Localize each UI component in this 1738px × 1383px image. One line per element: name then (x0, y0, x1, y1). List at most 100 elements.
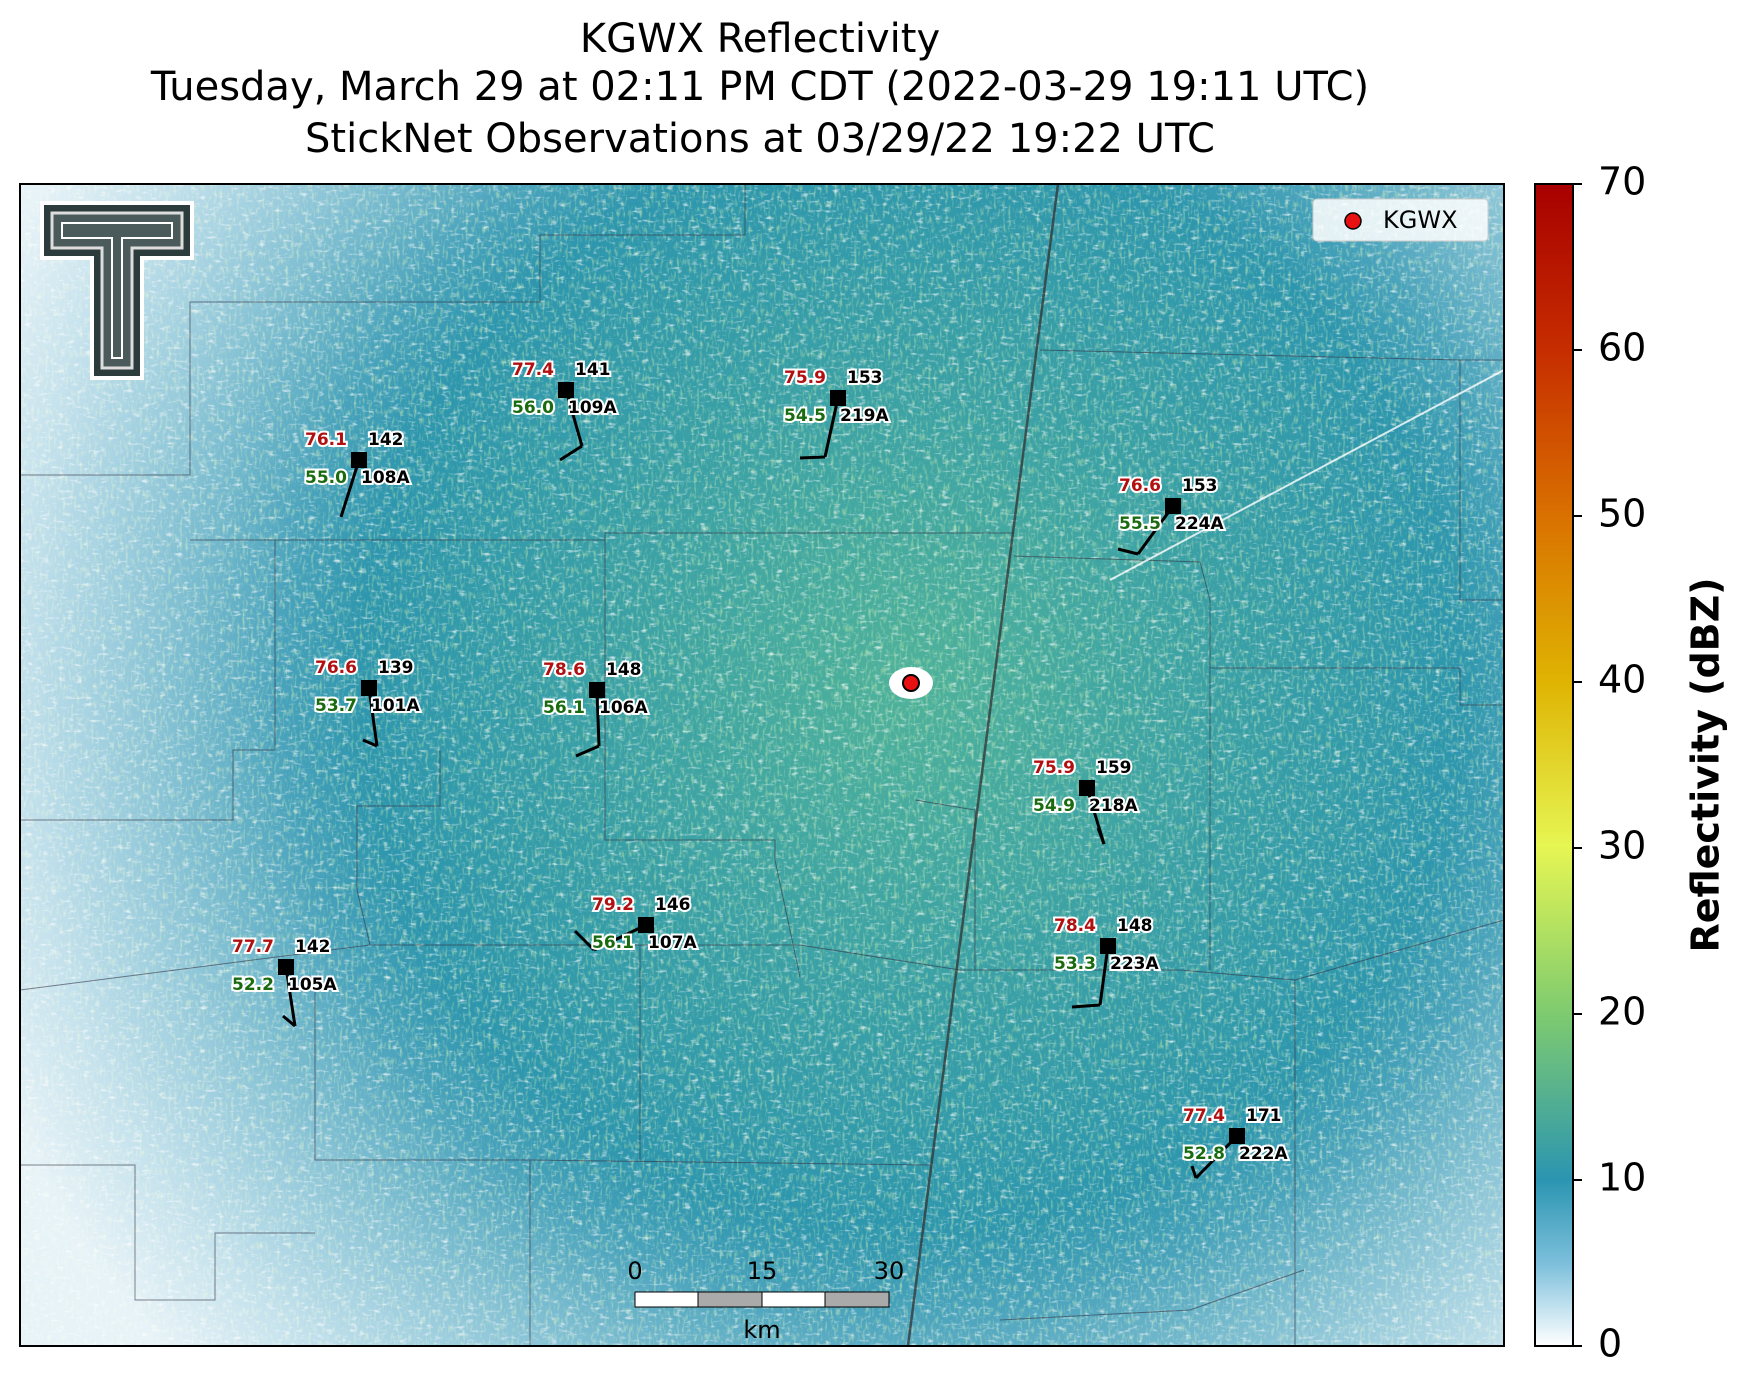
station-dewpoint: 54.9 (1033, 796, 1075, 816)
wind-barb (823, 397, 840, 458)
station: 75.9 159 54.9 218A (1031, 756, 1140, 845)
station-code: 148 (1117, 916, 1153, 936)
station-marker (638, 917, 654, 933)
colorbar (1534, 183, 1574, 1347)
wind-barb-flag (559, 444, 583, 462)
wind-barb (593, 923, 647, 952)
logo (40, 201, 194, 380)
colorbar-tick-label: 10 (1598, 1156, 1646, 1200)
wind-barb (1098, 945, 1110, 1006)
wind-barb-flag (1096, 827, 1106, 845)
scale-unit: km (743, 1316, 780, 1344)
station-id: 218A (1089, 796, 1138, 816)
station-id: 109A (568, 398, 617, 418)
scale-bar: 0 15 30 km (627, 1257, 904, 1344)
wind-barb (367, 687, 379, 747)
station-temp: 75.9 (1033, 758, 1075, 778)
station-code: 153 (847, 368, 883, 388)
station-dewpoint: 56.1 (543, 698, 585, 718)
station-dewpoint: 54.5 (784, 406, 826, 426)
scale-tick-label: 0 (627, 1257, 642, 1285)
scale-tick-label: 15 (747, 1257, 778, 1285)
station-id: 101A (371, 696, 420, 716)
station-id: 224A (1175, 514, 1224, 534)
station-id: 107A (648, 933, 697, 953)
colorbar-tick-label: 60 (1598, 326, 1646, 370)
title: KGWX Reflectivity (580, 16, 940, 62)
station-id: 219A (840, 406, 889, 426)
station-temp: 76.1 (305, 430, 347, 450)
station-code: 141 (575, 360, 611, 380)
scale-tick-label: 30 (874, 1257, 905, 1285)
station-dewpoint: 56.0 (512, 398, 554, 418)
station-marker (278, 959, 294, 975)
station-dewpoint: 55.0 (305, 468, 347, 488)
station-temp: 75.9 (784, 368, 826, 388)
colorbar-tick-label: 20 (1598, 990, 1646, 1034)
station-code: 146 (655, 895, 691, 915)
station: 77.7 142 52.2 105A (230, 935, 339, 1028)
legend-label: KGWX (1383, 206, 1458, 234)
wind-barb-flag (575, 744, 600, 758)
station-code: 139 (378, 658, 414, 678)
station-marker (1100, 938, 1116, 954)
station: 76.6 153 55.5 224A (1117, 474, 1226, 556)
station-temp: 79.2 (592, 895, 634, 915)
wind-barb (339, 459, 361, 518)
station-marker (830, 390, 846, 406)
station-dewpoint: 53.3 (1054, 954, 1096, 974)
station-temp: 78.4 (1054, 916, 1096, 936)
station-marker (351, 452, 367, 468)
station-dewpoint: 53.7 (315, 696, 357, 716)
county-lines (20, 184, 1504, 1346)
station-marker (361, 680, 377, 696)
radar-spike (1109, 369, 1504, 581)
title: StickNet Observations at 03/29/22 19:22 … (305, 116, 1215, 162)
wind-barb-flag (1117, 547, 1139, 556)
station-temp: 77.7 (232, 937, 274, 957)
title: Tuesday, March 29 at 02:11 PM CDT (2022-… (150, 64, 1369, 110)
station-temp: 77.4 (512, 360, 554, 380)
station-temp: 77.4 (1183, 1106, 1225, 1126)
wind-barb-flag (282, 1014, 296, 1028)
station: 77.4 171 52.8 222A (1181, 1104, 1290, 1180)
wind-barb-flag (1071, 1003, 1101, 1009)
station-temp: 76.6 (1119, 476, 1161, 496)
colorbar-tick-label: 0 (1598, 1322, 1622, 1366)
station-id: 105A (288, 975, 337, 995)
station-marker (1229, 1128, 1245, 1144)
wind-barb-flag (799, 455, 826, 460)
station-code: 171 (1246, 1106, 1282, 1126)
station-id: 223A (1110, 954, 1159, 974)
station: 75.9 153 54.5 219A (782, 366, 891, 460)
radar-field (20, 184, 1504, 1346)
station-marker (589, 682, 605, 698)
wind-barb-flag (1190, 1165, 1198, 1179)
station-marker (558, 382, 574, 398)
station: 79.2 146 56.1 107A (573, 893, 699, 955)
station-code: 153 (1182, 476, 1218, 496)
station-id: 106A (599, 698, 648, 718)
colorbar-tick-label: 30 (1598, 824, 1646, 868)
colorbar-tick-label: 40 (1598, 658, 1646, 702)
station-code: 148 (606, 660, 642, 680)
station: 77.4 141 56.0 109A (510, 358, 619, 462)
stations: 76.1 142 55.0 108A 77.4 141 56.0 109A 75.9 153 54.… (230, 358, 1290, 1180)
station: 76.6 139 53.7 101A (313, 656, 422, 748)
state-line (906, 184, 1060, 1346)
map-frame (19, 183, 1505, 1347)
colorbar-tick-label: 70 (1598, 160, 1646, 204)
station-temp: 78.6 (543, 660, 585, 680)
colorbar-label: Reflectivity (dBZ) (1684, 577, 1728, 952)
legend: KGWX (1312, 198, 1489, 242)
wind-barb (284, 966, 297, 1027)
colorbar-tick-label: 50 (1598, 492, 1646, 536)
station-marker (1165, 498, 1181, 514)
station-dewpoint: 56.1 (592, 933, 634, 953)
station-code: 142 (295, 937, 331, 957)
station-code: 142 (368, 430, 404, 450)
wind-barb-flag (362, 738, 378, 748)
station-id: 222A (1239, 1144, 1288, 1164)
station-marker (1079, 780, 1095, 796)
